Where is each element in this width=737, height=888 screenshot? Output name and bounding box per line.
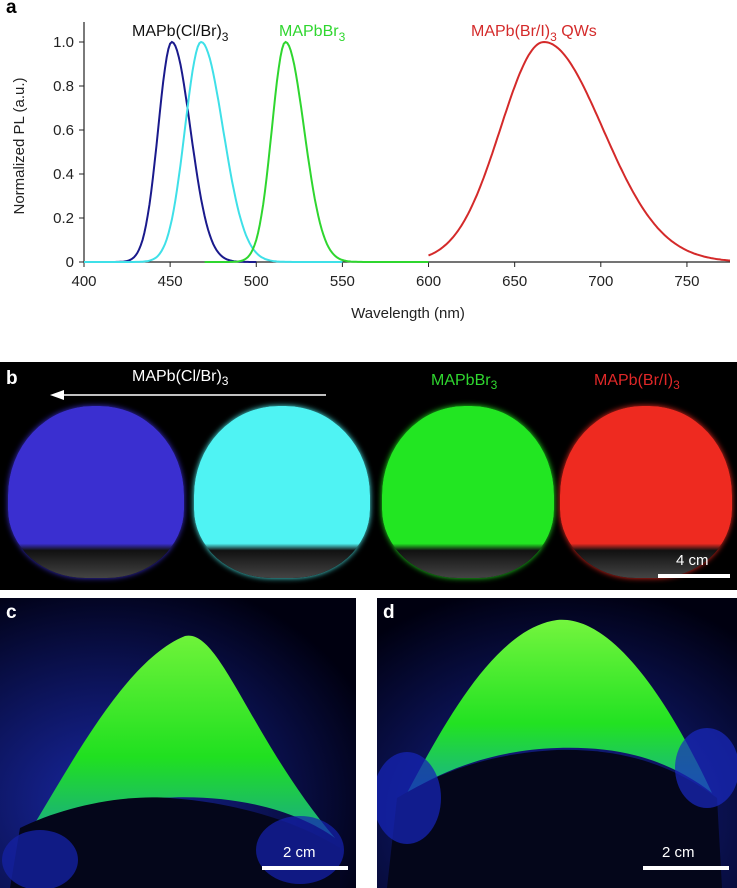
series-line-1 <box>84 40 343 263</box>
legend-br-sub: 3 <box>339 30 346 44</box>
legend-br-i-sub: 3 <box>550 30 557 44</box>
x-tick-label: 500 <box>244 273 269 290</box>
panel-label-c: c <box>6 602 17 623</box>
scale-bar-d <box>643 866 729 870</box>
x-tick-label: 750 <box>674 273 699 290</box>
x-tick-label: 650 <box>502 273 527 290</box>
panel-label-a: a <box>6 0 17 18</box>
photo-bent-film-d: d 2 cm <box>377 598 737 888</box>
legend-cl-br-sub: 3 <box>222 30 229 44</box>
y-tick-label: 0.2 <box>53 210 74 227</box>
panel-label-d: d <box>383 602 395 623</box>
y-tick-label: 1.0 <box>53 34 74 51</box>
wafer-blue <box>8 406 184 578</box>
series-line-2 <box>204 40 429 263</box>
legend-br-i: MAPb(Br/I)3 QWs <box>471 23 597 44</box>
scale-text-c: 2 cm <box>283 844 316 861</box>
label-cl-br-sub: 3 <box>221 374 229 389</box>
photo-wafers: b MAPb(Cl/Br)3 MAPbBr3 MAPb(Br/I)3 4 cm <box>0 362 737 590</box>
bent-film-d-drawing <box>377 598 737 888</box>
x-axis-label: Wavelength (nm) <box>351 305 465 322</box>
x-tick-label: 550 <box>330 273 355 290</box>
legend-br-i-base: MAPb(Br/I) <box>471 23 550 40</box>
label-br-i-base: MAPb(Br/I) <box>594 372 674 389</box>
label-br-i: MAPb(Br/I)3 <box>594 372 680 392</box>
scale-bar-b <box>658 574 730 578</box>
wafer-red <box>560 406 732 578</box>
scale-text-b: 4 cm <box>676 552 709 569</box>
pl-spectra-chart: 400 450 500 550 600 650 700 750 0 0.2 0.4 0.6 0.8 1.0… <box>11 22 731 322</box>
x-tick-label: 450 <box>158 273 183 290</box>
legend-br: MAPbBr3 <box>279 23 346 44</box>
direction-arrow <box>50 390 326 400</box>
legend-cl-br-base: MAPb(Cl/Br) <box>132 23 222 40</box>
x-tick-label: 400 <box>71 273 96 290</box>
label-br-i-sub: 3 <box>673 378 680 393</box>
legend-br-i-suffix: QWs <box>557 23 597 40</box>
plot-area: 400 450 500 550 600 650 700 750 0 0.2 0.4 0.6 0.8 1.0 <box>53 22 731 290</box>
label-br-base: MAPbBr <box>431 372 491 389</box>
x-tick-label: 600 <box>416 273 441 290</box>
label-cl-br: MAPb(Cl/Br)3 <box>132 368 228 388</box>
y-tick-label: 0.8 <box>53 78 74 95</box>
scale-bar-c <box>262 866 348 870</box>
series-line-3 <box>428 40 731 262</box>
legend-cl-br: MAPb(Cl/Br)3 <box>132 23 229 44</box>
wafer-green <box>382 406 554 578</box>
y-tick-label: 0 <box>66 254 74 271</box>
y-axis-label: Normalized PL (a.u.) <box>11 78 28 215</box>
panel-label-b: b <box>6 368 18 389</box>
y-tick-label: 0.4 <box>53 166 74 183</box>
scale-text-d: 2 cm <box>662 844 695 861</box>
wafer-cyan <box>194 406 370 578</box>
label-br: MAPbBr3 <box>431 372 497 392</box>
legend-br-base: MAPbBr <box>279 23 339 40</box>
label-br-sub: 3 <box>490 378 498 393</box>
photo-bent-film-c: c 2 cm <box>0 598 356 888</box>
y-tick-label: 0.6 <box>53 122 74 139</box>
label-cl-br-base: MAPb(Cl/Br) <box>132 368 222 385</box>
x-tick-label: 700 <box>588 273 613 290</box>
